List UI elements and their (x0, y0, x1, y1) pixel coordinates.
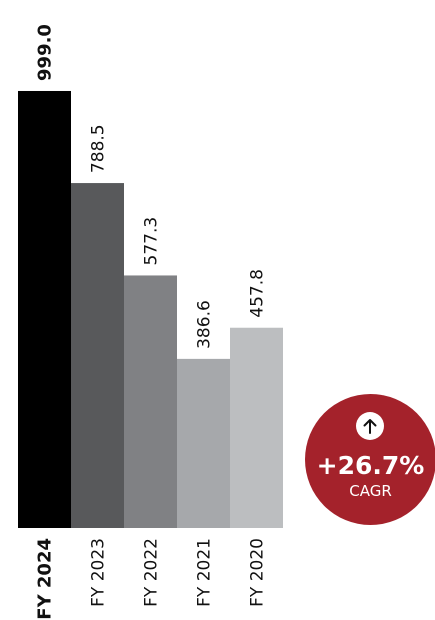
value-label-fy-2022: 577.3 (142, 217, 162, 266)
value-label-fy-2023: 788.5 (89, 124, 109, 173)
bar-fy-2021 (177, 358, 230, 528)
category-labels-group: FY 2024 FY 2023 FY 2022 FY 2021 FY 2020 (35, 538, 268, 620)
bar-fy-2024 (18, 90, 71, 528)
value-label-fy-2021: 386.6 (195, 300, 215, 349)
bar-fy-2022 (124, 275, 177, 528)
category-label-fy-2024: FY 2024 (35, 538, 56, 620)
bar-fy-2020 (230, 327, 283, 528)
arrow-up-icon (356, 412, 384, 440)
value-label-fy-2024: 999.0 (35, 24, 56, 81)
value-labels-group: 999.0 788.5 577.3 386.6 457.8 (35, 24, 268, 349)
cagr-value: +26.7% (316, 451, 425, 480)
value-label-fy-2020: 457.8 (248, 269, 268, 318)
category-label-fy-2020: FY 2020 (248, 538, 268, 607)
category-label-fy-2022: FY 2022 (142, 538, 162, 607)
cagr-label: CAGR (349, 482, 392, 500)
cagr-badge: +26.7% CAGR (305, 394, 435, 525)
category-label-fy-2023: FY 2023 (89, 538, 109, 607)
bars-group (18, 90, 283, 529)
category-label-fy-2021: FY 2021 (195, 538, 215, 607)
bar-fy-2023 (71, 183, 124, 529)
